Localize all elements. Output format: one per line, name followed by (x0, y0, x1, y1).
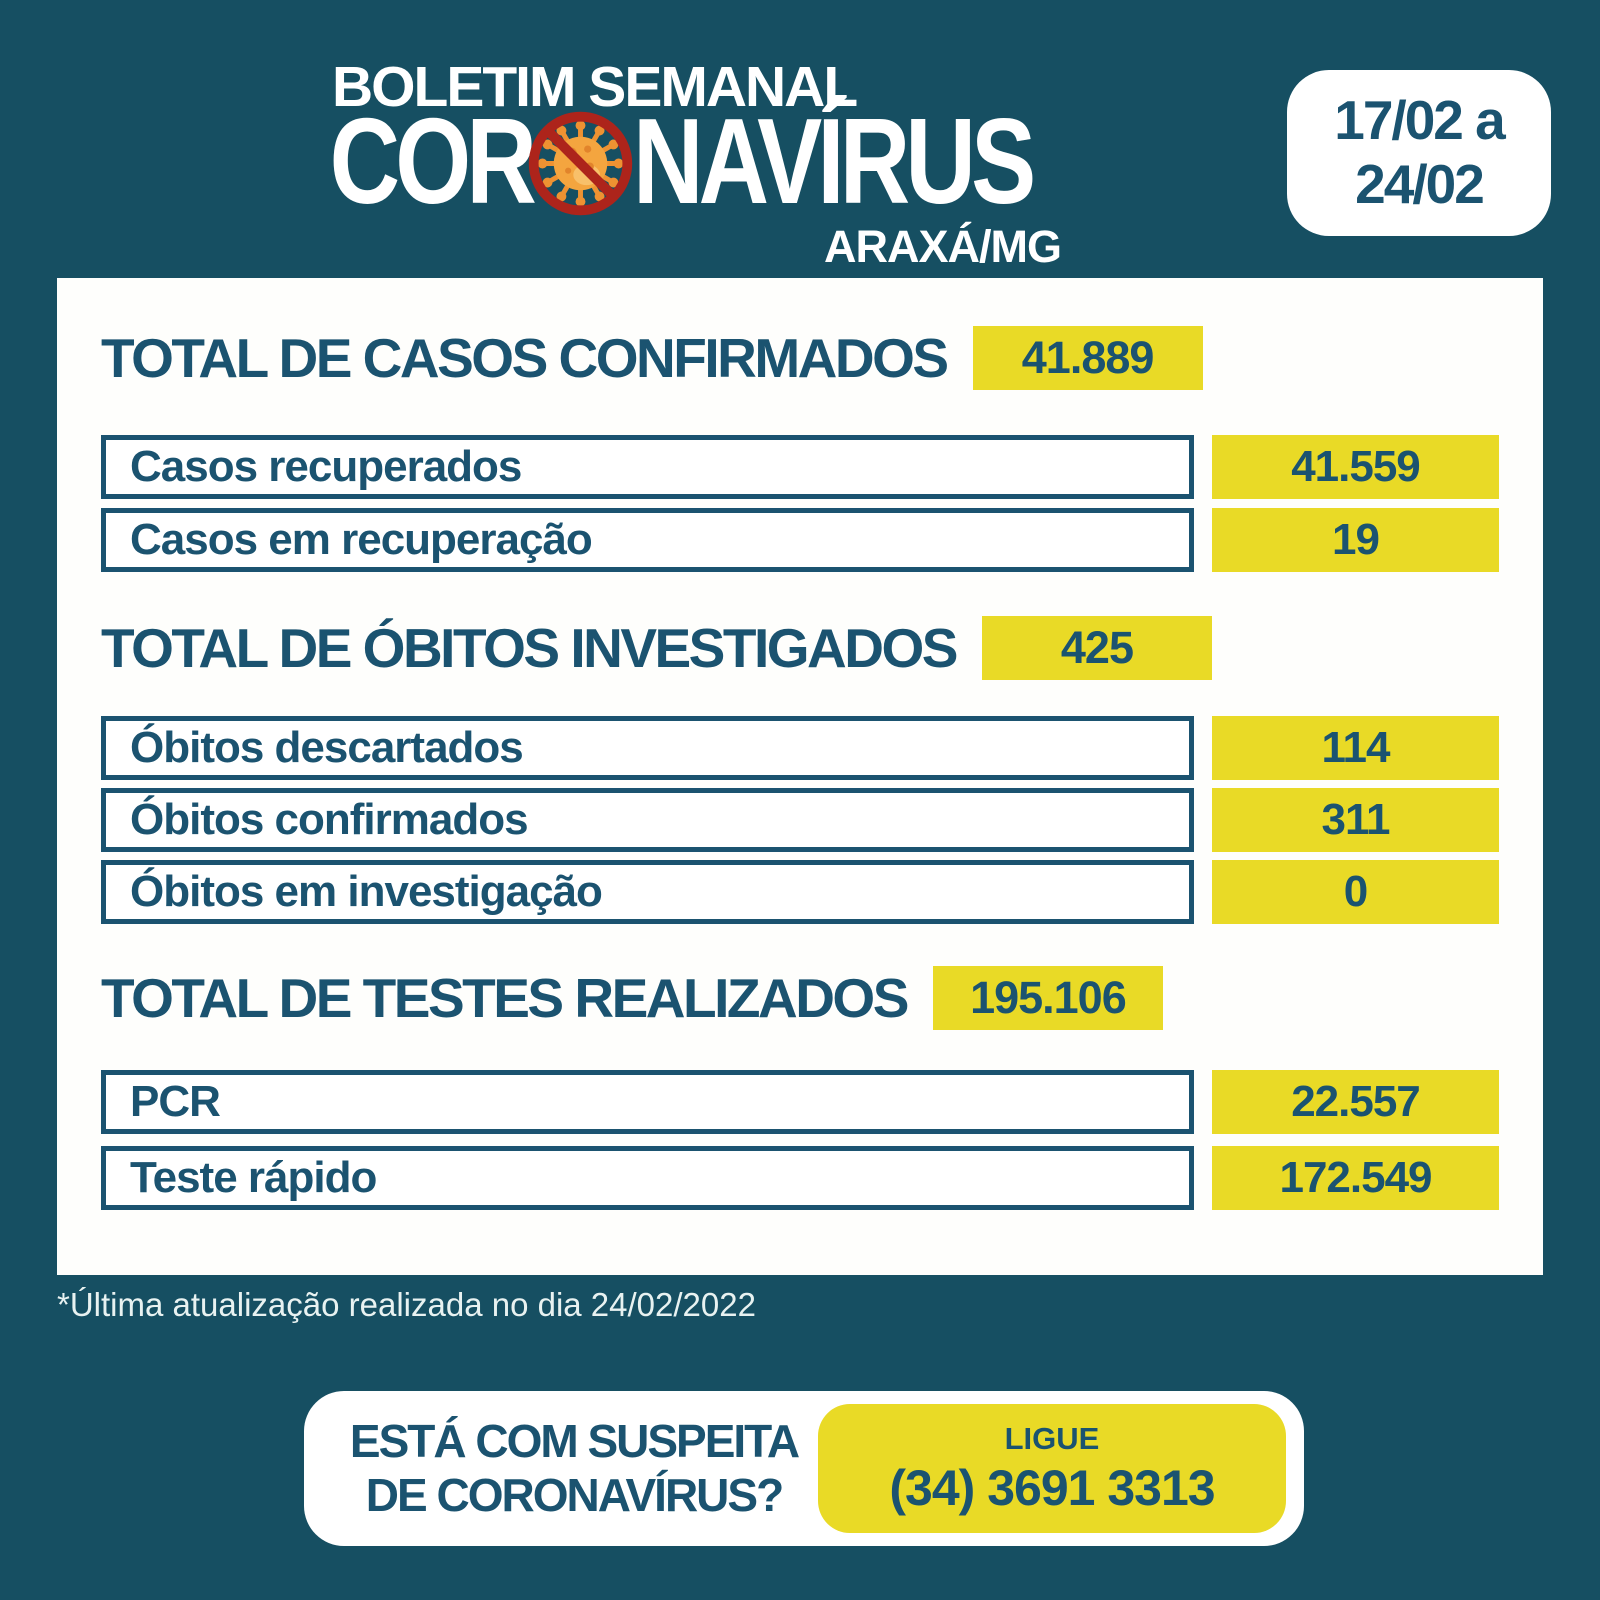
stat-label: Teste rápido (101, 1146, 1194, 1210)
stat-value: 114 (1212, 716, 1499, 780)
stat-value: 41.559 (1212, 435, 1499, 499)
period-badge: 17/02 a 24/02 (1287, 70, 1551, 236)
call-label: LIGUE (1004, 1420, 1100, 1456)
phone-number: (34) 3691 3313 (889, 1459, 1215, 1516)
stat-value: 19 (1212, 508, 1499, 572)
stat-row: Óbitos confirmados 311 (101, 788, 1499, 852)
stat-row: Teste rápido 172.549 (101, 1146, 1499, 1210)
section-tests-performed: TOTAL DE TESTES REALIZADOS 195.106 (101, 966, 1499, 1030)
stat-row: Óbitos em investigação 0 (101, 860, 1499, 924)
bulletin-title-right: NAVÍRUS (633, 93, 1036, 229)
stat-label: Óbitos confirmados (101, 788, 1194, 852)
cta-card: ESTÁ COM SUSPEITA DE CORONAVÍRUS? LIGUE … (304, 1391, 1304, 1546)
cta-question: ESTÁ COM SUSPEITA DE CORONAVÍRUS? (324, 1391, 824, 1546)
stat-row: Casos em recuperação 19 (101, 508, 1499, 572)
stat-label: Casos recuperados (101, 435, 1194, 499)
section-confirmed-cases: TOTAL DE CASOS CONFIRMADOS 41.889 (101, 326, 1499, 390)
bulletin-kicker: BOLETIM SEMANAL (332, 55, 858, 119)
city-label: ARAXÁ/MG (824, 221, 1062, 272)
stats-card: TOTAL DE CASOS CONFIRMADOS 41.889 Casos … (57, 278, 1543, 1275)
period-start: 17/02 a (1334, 89, 1506, 152)
section-title: TOTAL DE TESTES REALIZADOS (101, 967, 909, 1029)
stat-row: Casos recuperados 41.559 (101, 435, 1499, 499)
no-coronavirus-icon (528, 111, 633, 216)
section-title: TOTAL DE ÓBITOS INVESTIGADOS (101, 617, 958, 679)
stat-label: Óbitos em investigação (101, 860, 1194, 924)
last-update-footnote: *Última atualização realizada no dia 24/… (57, 1286, 756, 1323)
stat-label: Casos em recuperação (101, 508, 1194, 572)
cta-question-line1: ESTÁ COM SUSPEITA (349, 1414, 800, 1467)
stat-row: Óbitos descartados 114 (101, 716, 1499, 780)
bulletin-title-left: COR (329, 93, 537, 229)
stat-value: 0 (1212, 860, 1499, 924)
stat-value: 172.549 (1212, 1146, 1499, 1210)
stat-label: PCR (101, 1070, 1194, 1134)
stat-label: Óbitos descartados (101, 716, 1194, 780)
total-badge: 425 (981, 616, 1212, 680)
total-badge: 41.889 (972, 326, 1203, 390)
phone-badge: LIGUE (34) 3691 3313 (818, 1404, 1286, 1533)
total-badge: 195.106 (932, 966, 1163, 1030)
period-end: 24/02 (1355, 153, 1485, 215)
section-title: TOTAL DE CASOS CONFIRMADOS (101, 327, 949, 389)
stat-value: 22.557 (1212, 1070, 1499, 1134)
stat-value: 311 (1212, 788, 1499, 852)
stat-row: PCR 22.557 (101, 1070, 1499, 1134)
cta-question-line2: DE CORONAVÍRUS? (365, 1468, 784, 1521)
section-investigated-deaths: TOTAL DE ÓBITOS INVESTIGADOS 425 (101, 616, 1499, 680)
